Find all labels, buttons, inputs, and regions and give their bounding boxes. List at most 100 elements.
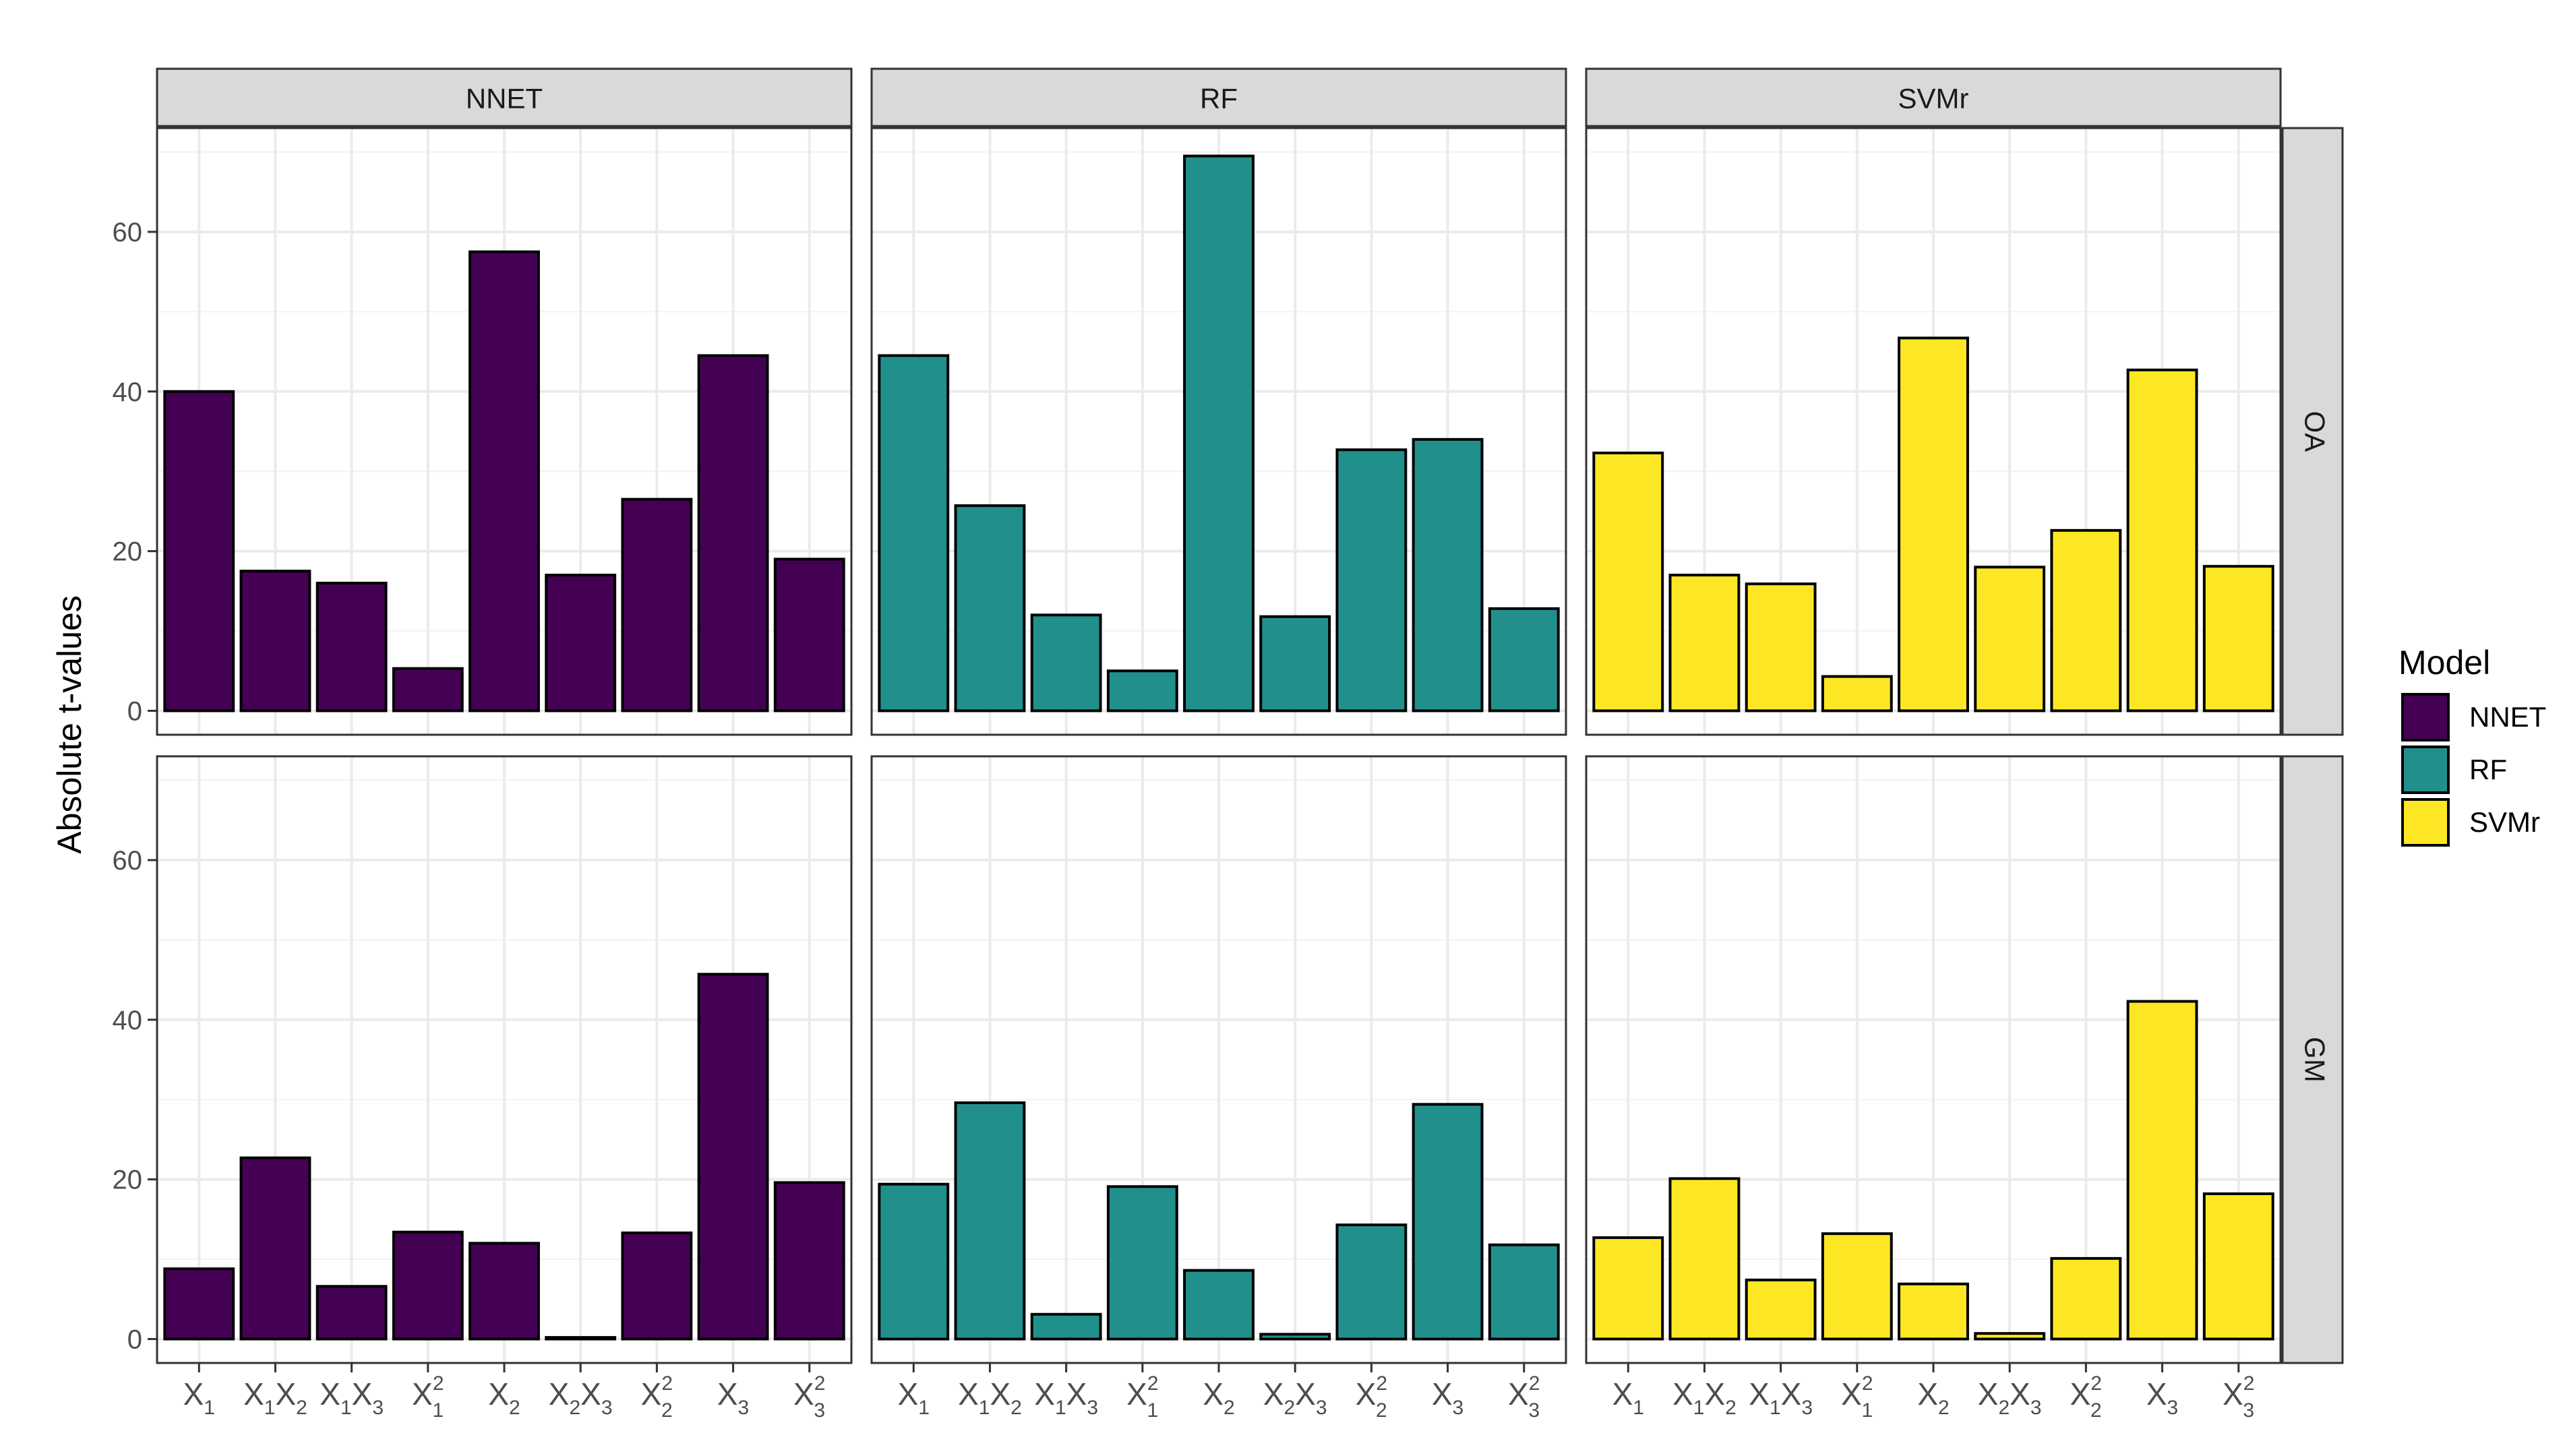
x-tick-label: X2 2	[1356, 1372, 1387, 1422]
x-tick-label: X2 1	[412, 1372, 444, 1422]
x-tick-label: X1X2	[958, 1376, 1022, 1419]
y-tick-label: 20	[113, 537, 143, 567]
legend-key-rf	[2401, 746, 2450, 794]
legend-label-svmr: SVMr	[2469, 806, 2540, 838]
bar-svmr-oa-4	[1821, 675, 1893, 712]
x-tick-label: X2 1	[1841, 1372, 1873, 1422]
bar-nnet-oa-4	[392, 667, 464, 712]
bar-nnet-gm-8	[697, 973, 769, 1341]
bar-rf-gm-2	[954, 1101, 1026, 1341]
bar-svmr-oa-3	[1745, 582, 1817, 712]
x-tick-label: X2	[488, 1376, 520, 1419]
bar-rf-gm-7	[1335, 1223, 1408, 1341]
legend-key-nnet	[2401, 693, 2450, 741]
panel-rf-gm: X1 X1X2 X1X3 X2 1 X2 X2X3 X2 2 X3 X2 3	[870, 755, 1567, 1422]
column-strip-rf: RF	[870, 67, 1567, 127]
legend-label-rf: RF	[2469, 754, 2507, 785]
bar-nnet-oa-5	[469, 250, 540, 712]
x-tick-label: X1X2	[1672, 1376, 1737, 1419]
bar-svmr-oa-6	[1974, 566, 2046, 712]
bar-svmr-oa-7	[2050, 528, 2122, 712]
x-tick-label: X1X3	[1034, 1376, 1098, 1419]
bar-nnet-oa-3	[315, 582, 388, 712]
x-tick-label: X2	[1917, 1376, 1949, 1419]
legend-key-svmr	[2401, 798, 2450, 847]
bar-rf-oa-2	[954, 504, 1026, 712]
bar-rf-gm-3	[1030, 1312, 1102, 1341]
bar-rf-oa-3	[1030, 613, 1102, 712]
bar-svmr-gm-9	[2202, 1192, 2274, 1341]
bar-nnet-gm-9	[773, 1181, 845, 1341]
bar-rf-gm-5	[1183, 1269, 1255, 1341]
bar-nnet-gm-6	[545, 1336, 617, 1341]
x-tick-label: X1X2	[243, 1376, 307, 1419]
panel-nnet-oa: 0 20 40 60	[113, 127, 853, 736]
bar-svmr-oa-2	[1668, 574, 1741, 712]
bar-nnet-oa-8	[697, 354, 769, 712]
x-tick-label: X2 3	[2223, 1372, 2254, 1422]
column-strip-svmr: SVMr	[1585, 67, 2282, 127]
x-tick-label: X3	[717, 1376, 749, 1419]
panel-nnet-gm: 0 20 40 60 X1 X1X2 X1X3 X2 1 X2 X2X3 X2 2 X3 X2 3	[113, 755, 853, 1422]
x-tick-label: X3	[1432, 1376, 1463, 1419]
bar-rf-oa-7	[1335, 448, 1408, 712]
bar-svmr-gm-3	[1745, 1278, 1817, 1341]
bar-nnet-oa-7	[621, 497, 693, 712]
x-tick-label: X1	[183, 1376, 215, 1419]
bar-rf-oa-1	[878, 354, 950, 712]
bar-rf-gm-4	[1106, 1185, 1178, 1341]
x-tick-label: X1X3	[320, 1376, 384, 1419]
x-tick-label: X2X3	[549, 1376, 613, 1419]
bar-nnet-gm-5	[469, 1242, 540, 1341]
x-tick-label: X2X3	[1978, 1376, 2042, 1419]
bar-nnet-gm-2	[239, 1156, 311, 1341]
x-tick-label: X1X3	[1749, 1376, 1813, 1419]
x-tick-label: X1	[1612, 1376, 1644, 1419]
bar-nnet-oa-1	[163, 390, 235, 712]
y-tick-label: 20	[113, 1165, 143, 1195]
bar-nnet-gm-7	[621, 1231, 693, 1341]
bar-rf-gm-1	[878, 1182, 950, 1341]
bar-rf-gm-8	[1412, 1103, 1484, 1341]
legend: Model NNET RF SVMr	[2398, 644, 2546, 847]
bar-svmr-oa-9	[2202, 565, 2274, 712]
column-strip-nnet: NNET	[156, 67, 853, 127]
bar-svmr-oa-8	[2126, 368, 2198, 712]
y-tick-label: 0	[127, 696, 142, 726]
bar-rf-oa-5	[1183, 154, 1255, 712]
column-strip-label: SVMr	[1898, 83, 1969, 115]
x-tick-label: X1	[898, 1376, 930, 1419]
bar-rf-oa-6	[1259, 615, 1331, 712]
panel-svmr-oa	[1585, 127, 2282, 736]
bar-svmr-gm-4	[1821, 1232, 1893, 1341]
bar-nnet-gm-4	[392, 1230, 464, 1341]
bar-nnet-oa-9	[773, 557, 845, 712]
panel-rf-oa	[870, 127, 1567, 736]
legend-label-nnet: NNET	[2469, 701, 2546, 733]
y-tick-label: 40	[113, 377, 143, 407]
y-tick-label: 0	[127, 1325, 142, 1354]
x-tick-label: X3	[2146, 1376, 2178, 1419]
y-tick-label: 60	[113, 218, 143, 247]
bar-svmr-gm-1	[1592, 1236, 1664, 1341]
row-strip-label: GM	[2299, 1037, 2330, 1083]
legend-title: Model	[2398, 644, 2490, 681]
bar-rf-gm-6	[1259, 1333, 1331, 1341]
x-tick-label: X2 2	[641, 1372, 673, 1422]
row-strip-oa: OA	[2281, 127, 2344, 736]
x-tick-label: X2 2	[2070, 1372, 2102, 1422]
bar-svmr-oa-5	[1898, 336, 1969, 712]
x-tick-label: X2 3	[1508, 1372, 1540, 1422]
row-strip-gm: GM	[2281, 755, 2344, 1364]
bar-rf-oa-8	[1412, 437, 1484, 712]
bar-rf-gm-9	[1488, 1243, 1560, 1341]
bar-svmr-gm-7	[2050, 1256, 2122, 1341]
y-tick-label: 40	[113, 1006, 143, 1035]
bar-nnet-gm-1	[163, 1267, 235, 1341]
bar-rf-oa-4	[1106, 669, 1178, 712]
bar-rf-oa-9	[1488, 607, 1560, 712]
x-tick-label: X2	[1203, 1376, 1234, 1419]
column-strip-label: RF	[1200, 83, 1238, 115]
